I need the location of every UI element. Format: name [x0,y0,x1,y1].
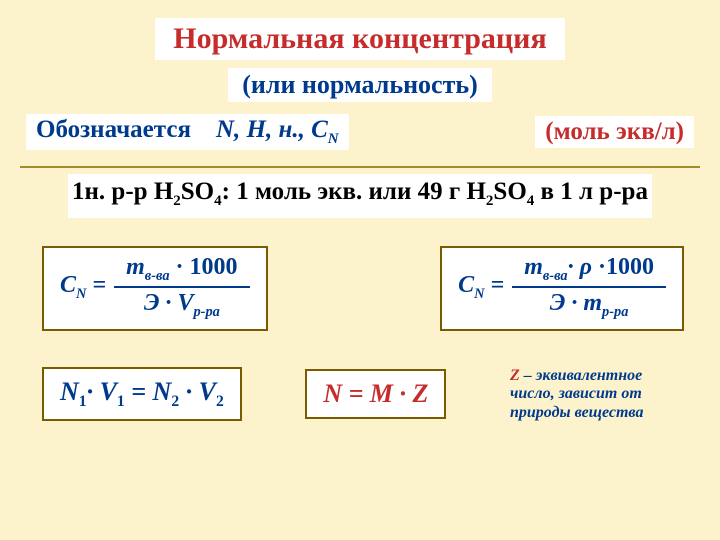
f1-e: Э · [144,290,178,316]
dilution-law: N1· V1 = N2 · V2 [42,367,242,421]
f1-eq: = [86,272,106,298]
d-v2: V [199,377,216,406]
d-sv2: 2 [216,393,224,410]
f1-tail: · 1000 [170,254,238,280]
f2-num: mв-ва· ρ ·1000 [512,254,666,288]
d-s1: 1 [79,393,87,410]
ex-sub2: 4 [214,193,222,209]
f1-frac: mв-ва · 1000 Э · Vр-ра [114,254,249,321]
ex-p5: в 1 л р-ра [534,178,648,205]
f2-csub: N [474,286,484,302]
d-s2: 2 [171,393,179,410]
f2-dsub: р-ра [602,304,628,320]
notation-label: Обозначается [36,116,191,143]
d-dot2: · [179,377,199,406]
f2-frac: mв-ва· ρ ·1000 Э · mр-ра [512,254,666,321]
f2-e: Э · [550,290,584,316]
z-rest: – эквивалентное число, зависит от природ… [510,367,643,421]
f1-den: Э · Vр-ра [132,288,232,320]
d-n2: N [153,377,172,406]
notation-sub-n: N [328,131,339,147]
f1-num: mв-ва · 1000 [114,254,249,288]
d-v1: V [100,377,117,406]
slide-root: Нормальная концентрация (или нормальност… [0,0,720,540]
slide-title: Нормальная концентрация [155,18,564,60]
divider-line [20,166,700,168]
d-eq: = [125,377,153,406]
z-letter: Z [510,367,520,384]
d-dot1: · [87,377,100,406]
ex-sub1: 2 [173,193,181,209]
n-equals-mz: N = M · Z [305,369,446,419]
bottom-row: N1· V1 = N2 · V2 N = M · Z Z – эквивален… [20,367,700,422]
notation-symbol-list: N, Н, н., C [216,116,328,143]
f2-mid: · [568,254,580,280]
f2-tail: ·1000 [592,254,654,280]
f2-m: m [524,254,543,280]
f1-v: V [177,290,193,316]
notation-space [197,116,210,143]
d-n1: N [60,377,79,406]
ex-p1: 1н. р-р H [72,178,173,205]
ex-p2: SO [181,178,214,205]
f1-c: C [60,272,76,298]
f1-lhs: CN = [60,272,106,303]
f2-eq: = [485,272,505,298]
f2-msub: в-ва [543,268,568,284]
notation-symbols: Обозначается N, Н, н., CN [26,114,349,150]
d-sv1: 1 [117,393,125,410]
notation-unit: (моль экв/л) [535,116,694,148]
ex-p3: : 1 моль экв. или 49 г H [222,178,486,205]
f2-den: Э · mр-ра [538,288,641,320]
f1-msub: в-ва [145,268,170,284]
formula-mass: CN = mв-ва· ρ ·1000 Э · mр-ра [440,246,684,331]
f2-rho: ρ [580,254,592,280]
f1-csub: N [76,286,86,302]
f1-vsub: р-ра [193,304,219,320]
ex-p4: SO [493,178,526,205]
formula-row: CN = mв-ва · 1000 Э · Vр-ра CN = mв-ва· … [20,246,700,331]
f1-m: m [126,254,145,280]
f2-lhs: CN = [458,272,504,303]
f2-c: C [458,272,474,298]
slide-subtitle: (или нормальность) [228,68,492,102]
formula-volume: CN = mв-ва · 1000 Э · Vр-ра [42,246,268,331]
f2-dm: m [583,290,602,316]
z-note: Z – эквивалентное число, зависит от прир… [510,367,690,422]
notation-row: Обозначается N, Н, н., CN (моль экв/л) [20,114,700,156]
example-line: 1н. р-р H2SO4: 1 моль экв. или 49 г H2SO… [68,174,652,218]
